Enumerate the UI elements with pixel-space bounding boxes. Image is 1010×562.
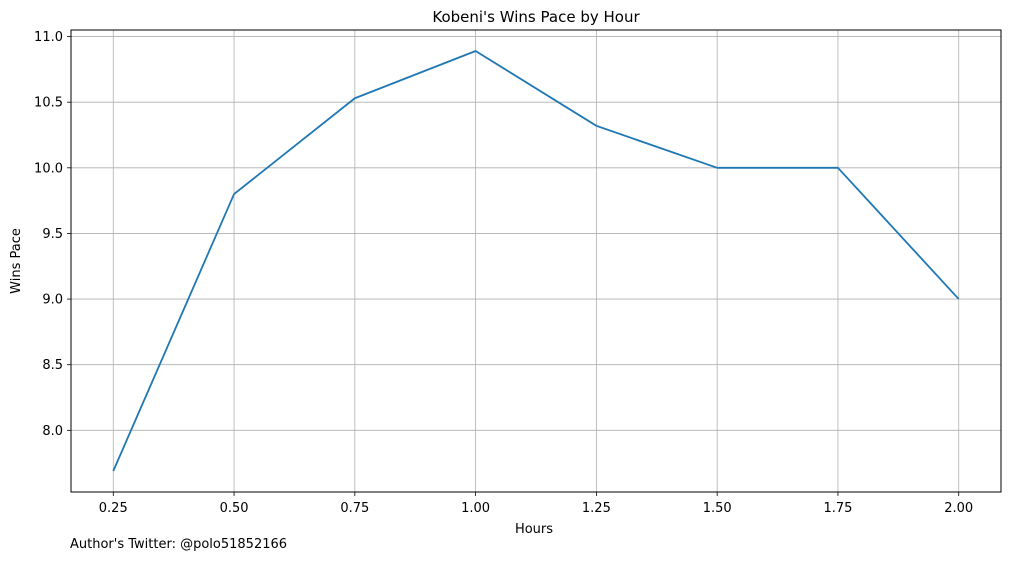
x-tick-label: 1.50: [703, 501, 732, 516]
chart-title: Kobeni's Wins Pace by Hour: [432, 8, 640, 26]
y-tick-label: 10.5: [34, 96, 63, 111]
x-tick-label: 1.25: [582, 501, 611, 516]
y-tick-label: 9.5: [42, 227, 63, 242]
series-line: [112, 50, 960, 472]
y-tick-label: 8.0: [42, 424, 63, 439]
y-tick-label: 9.0: [42, 293, 63, 308]
y-axis-label: Wins Pace: [9, 228, 24, 294]
plot-area-frame: [70, 29, 1002, 493]
x-axis-label: Hours: [515, 522, 553, 537]
y-tick-label: 11.0: [34, 30, 63, 45]
x-tick-label: 2.00: [944, 501, 973, 516]
x-tick-label: 0.75: [340, 501, 369, 516]
y-tick-label: 10.0: [34, 161, 63, 176]
series-layer: [112, 50, 960, 472]
x-tick-label: 1.75: [823, 501, 852, 516]
author-footnote: Author's Twitter: @polo51852166: [70, 537, 288, 552]
y-tick-label: 8.5: [42, 358, 63, 373]
gridlines: [71, 30, 1001, 492]
x-tick-label: 0.50: [220, 501, 249, 516]
x-tick-label: 1.00: [461, 501, 490, 516]
axis-ticks: 0.25 0.50 0.75 1.00 1.25 1.50 1.75 2.00 8.0 8.5 9.…: [34, 30, 973, 516]
x-tick-label: 0.25: [99, 501, 128, 516]
